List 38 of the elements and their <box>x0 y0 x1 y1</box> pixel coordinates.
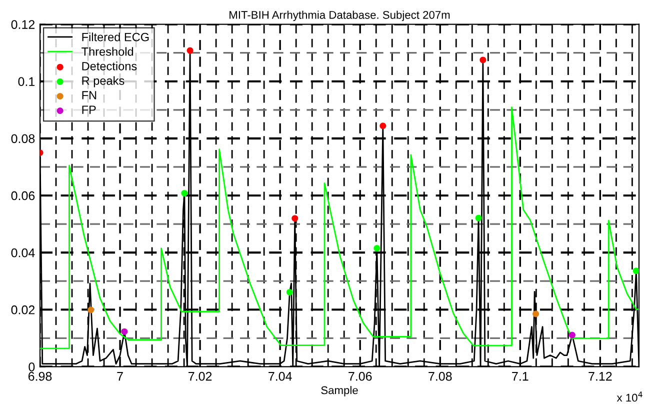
x-tick-label: 7.08 <box>428 372 452 381</box>
point <box>186 47 194 54</box>
point <box>286 288 293 296</box>
point <box>121 328 128 335</box>
point <box>88 306 94 314</box>
legend-label: Detections <box>82 62 137 70</box>
point <box>380 122 386 130</box>
x-tick-label: 7.06 <box>348 372 372 381</box>
x-tick-label: 7 <box>117 372 123 381</box>
x-tick-label: 7.1 <box>512 372 528 381</box>
chart-title: MIT-BIH Arrhythmia Database. Subject 207m <box>230 10 450 22</box>
legend-label: R peaks <box>82 76 124 88</box>
x-tick-label: 6.98 <box>28 372 52 381</box>
x-tick-label: 7.04 <box>268 372 292 381</box>
x-axis-title: Sample <box>321 386 358 396</box>
point <box>374 245 380 252</box>
point <box>568 332 576 338</box>
legend-label: FP <box>82 106 96 114</box>
point <box>181 190 188 196</box>
y-tick-label: 0.08 <box>11 134 35 144</box>
x-tick-label: 7.12 <box>588 372 612 381</box>
y-tick-label: 0 <box>28 362 35 372</box>
y-tick-label: 0.04 <box>11 248 35 258</box>
y-tick-label: 0.06 <box>11 191 35 200</box>
y-tick-label: 0.12 <box>11 20 35 29</box>
legend-label: FN <box>82 91 96 100</box>
legend-label: Filtered ECG <box>82 32 149 42</box>
text: x 10$^{4}$ <box>616 392 642 402</box>
line-series <box>40 106 639 350</box>
point <box>475 214 482 222</box>
y-tick-label: 0.1 <box>18 77 35 86</box>
point <box>632 268 639 274</box>
x-tick-label: 7.02 <box>188 372 212 381</box>
legend-label: Threshold <box>82 47 134 56</box>
point <box>532 310 540 318</box>
point <box>480 56 486 64</box>
y-tick-label: 0.02 <box>11 305 35 314</box>
point <box>292 215 298 222</box>
